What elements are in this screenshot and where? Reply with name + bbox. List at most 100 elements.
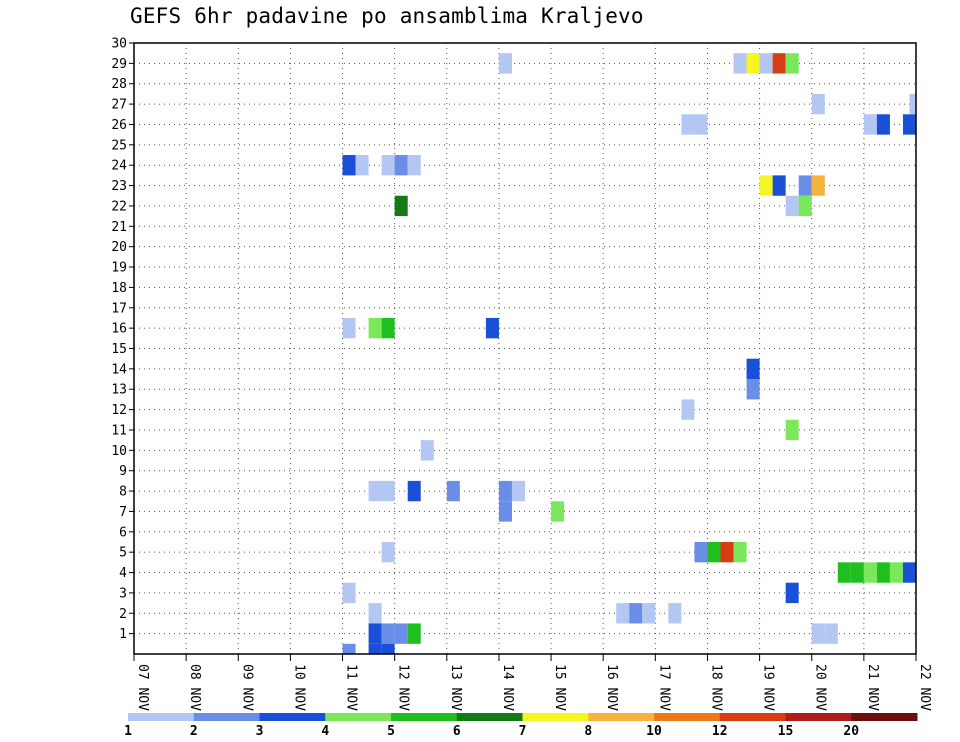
heatmap-cell [785, 53, 799, 74]
y-tick-label: 5 [119, 546, 127, 561]
heatmap-cell [863, 562, 877, 583]
heatmap-cell [902, 562, 916, 583]
x-tick-label: 20 NOV [813, 664, 828, 711]
x-tick-label: 11 NOV [344, 664, 359, 711]
colorbar-segment [259, 713, 326, 721]
heatmap-cell [511, 480, 525, 502]
heatmap-cell [902, 114, 916, 135]
x-tick-label: 18 NOV [708, 664, 723, 711]
axes: 1234567891011121314151617181920212223242… [111, 37, 932, 712]
y-tick-label: 11 [111, 423, 127, 438]
heatmap-cell [394, 195, 408, 217]
heatmap-cell [733, 541, 747, 563]
y-tick-label: 13 [111, 383, 127, 398]
heatmap-cell [681, 114, 695, 135]
y-tick-label: 22 [111, 199, 127, 214]
heatmap-cell [381, 643, 395, 654]
colorbar-segment [456, 713, 523, 721]
y-tick-label: 12 [111, 403, 127, 418]
colorbar-segment [128, 713, 195, 721]
heatmap-cell [551, 501, 565, 522]
x-tick-label: 12 NOV [396, 664, 411, 711]
heatmap-cell [876, 562, 890, 583]
colorbar-segment [654, 713, 721, 721]
heatmap-cell [824, 623, 838, 644]
x-tick-label: 21 NOV [865, 664, 880, 711]
heatmap-cell [368, 317, 382, 339]
colorbar-label: 5 [387, 724, 395, 739]
colorbar-segment [719, 713, 786, 721]
x-tick-label: 07 NOV [135, 664, 150, 711]
heatmap-cell [889, 562, 903, 583]
x-tick-label: 19 NOV [761, 664, 776, 711]
colorbar-label: 15 [778, 724, 794, 739]
heatmap-cell [785, 419, 799, 441]
colorbar-segment [391, 713, 458, 721]
y-tick-label: 25 [111, 138, 127, 153]
heatmap-cell [850, 562, 864, 583]
y-tick-label: 15 [111, 342, 127, 357]
heatmap-cell [668, 603, 682, 624]
y-tick-label: 17 [111, 301, 127, 316]
x-tick-label: 09 NOV [239, 664, 254, 711]
y-tick-label: 3 [119, 586, 127, 601]
y-tick-label: 20 [111, 240, 127, 255]
y-tick-label: 28 [111, 77, 127, 92]
colorbar-label: 10 [646, 724, 662, 739]
x-tick-label: 22 NOV [917, 664, 932, 711]
heatmap-cell [420, 440, 434, 461]
heatmap-cell [772, 175, 786, 196]
colorbar-label: 8 [584, 724, 592, 739]
heatmap-cell [407, 480, 421, 502]
colorbar-label: 7 [519, 724, 527, 739]
heatmap-cell [498, 53, 512, 74]
heatmap-cell [694, 114, 708, 135]
heatmap-cell [498, 501, 512, 522]
heatmap-cell [616, 603, 630, 624]
heatmap-cell [837, 562, 851, 583]
heatmap-cell [498, 480, 512, 502]
heatmap-cell [642, 603, 656, 624]
colorbar-segment [193, 713, 260, 721]
heatmap-cell [798, 195, 812, 217]
heatmap-cell [368, 603, 382, 624]
heatmap-cell [381, 317, 395, 339]
x-tick-label: 14 NOV [500, 664, 515, 711]
y-tick-label: 4 [119, 566, 127, 581]
y-tick-label: 16 [111, 322, 127, 337]
x-tick-label: 17 NOV [656, 664, 671, 711]
y-tick-label: 30 [111, 37, 127, 52]
y-tick-label: 9 [119, 464, 127, 479]
x-tick-label: 10 NOV [291, 664, 306, 711]
heatmap-cell [759, 175, 773, 196]
heatmap-cell [733, 53, 747, 74]
y-tick-label: 24 [111, 159, 127, 174]
colorbar-label: 6 [453, 724, 461, 739]
heatmap-cell [381, 155, 395, 176]
heatmap-cell [746, 53, 760, 74]
heatmap-cell [798, 175, 812, 196]
heatmap-cell [368, 623, 382, 644]
colorbar-segment [785, 713, 852, 721]
y-tick-label: 26 [111, 118, 127, 133]
colorbar: 1 2 3 4 5 6 7 8 10 12 15 20 [124, 713, 918, 739]
heatmap-cell [394, 623, 408, 644]
heatmap-cell [863, 114, 877, 135]
x-tick-label: 13 NOV [448, 664, 463, 711]
heatmap-cell [342, 317, 356, 339]
heatmap-cell [785, 582, 799, 604]
heatmap-cell [681, 399, 695, 420]
heatmap-cell [811, 175, 825, 196]
heatmap-cell [381, 623, 395, 644]
colorbar-segment [325, 713, 392, 721]
colorbar-label: 2 [190, 724, 198, 739]
heatmap-cell [720, 541, 734, 563]
heatmap-cell [355, 155, 369, 176]
heatmap-cell [407, 623, 421, 644]
colorbar-label: 12 [712, 724, 728, 739]
heatmap-cell [746, 358, 760, 380]
heatmap-cell [342, 582, 356, 604]
heatmap-cell [394, 155, 408, 176]
y-tick-label: 18 [111, 281, 127, 296]
heatmap-cells [342, 53, 916, 654]
